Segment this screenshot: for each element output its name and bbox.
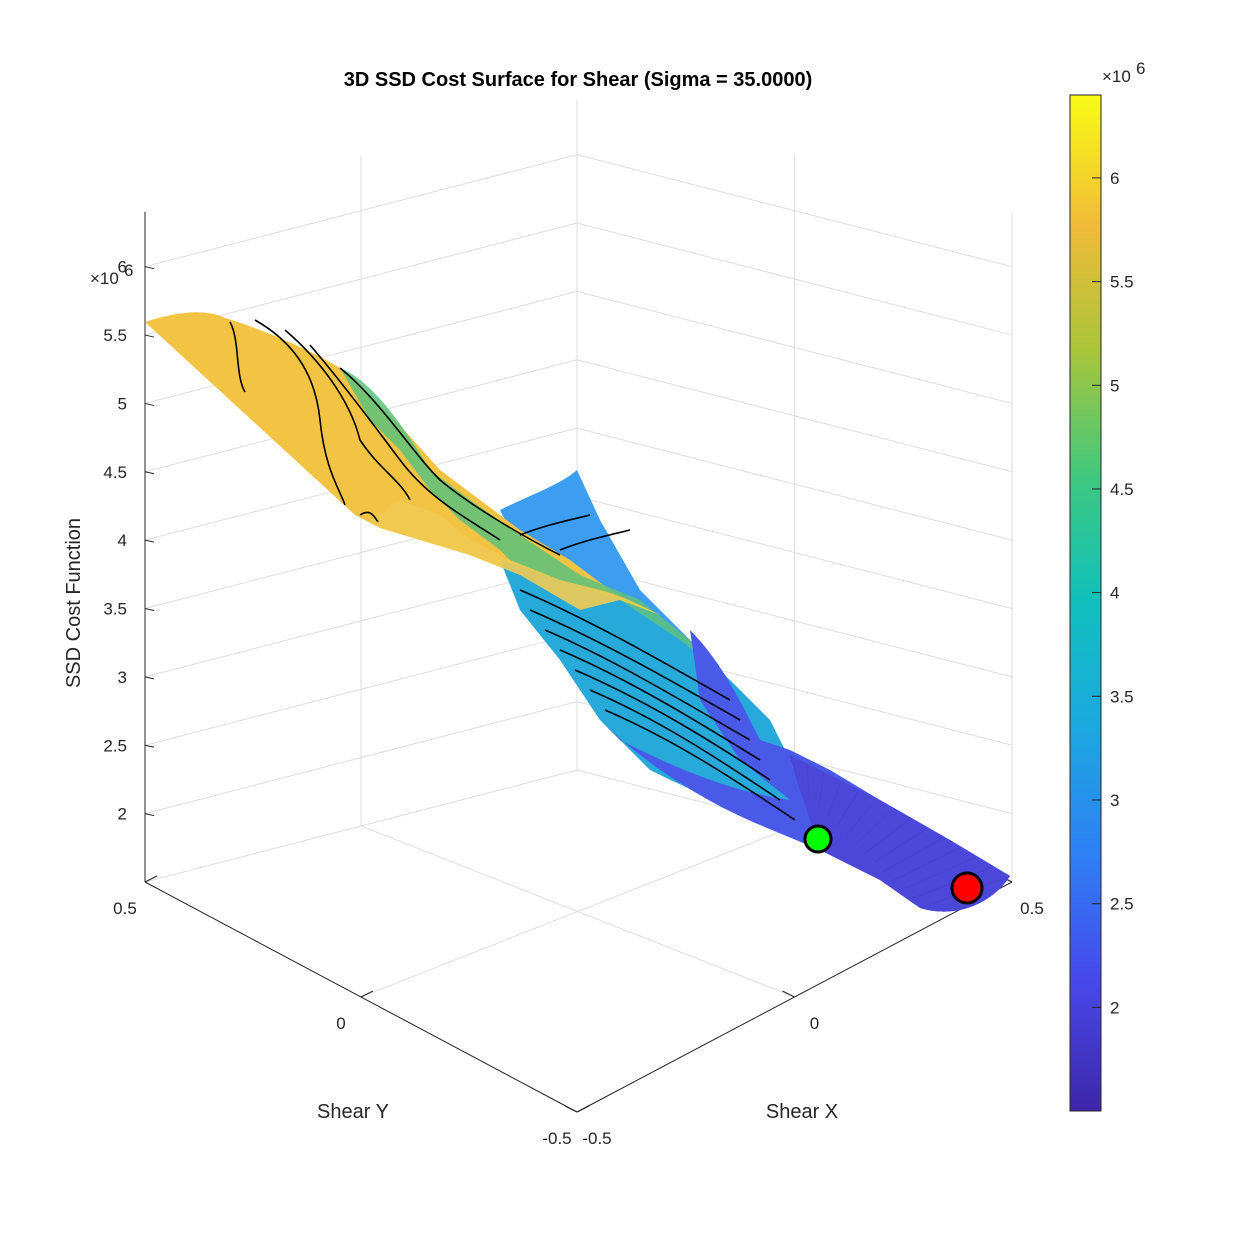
mesh-line xyxy=(845,801,875,836)
z-tick-label: 2.5 xyxy=(103,736,127,755)
mesh-line xyxy=(827,782,842,818)
contour-line xyxy=(559,529,631,551)
contour-line xyxy=(574,669,771,781)
z-axis-ticks: 2 2.5 3 3.5 4 4.5 5 5.5 6 xyxy=(103,258,155,824)
cost-surface xyxy=(145,312,1011,912)
x-tick-label: -0.5 xyxy=(582,1129,611,1148)
z-tick-mark xyxy=(144,608,155,612)
surface-valley-side xyxy=(500,560,810,830)
z-exponent-times: ×10 xyxy=(90,269,119,288)
colorbar-tick-label: 4.5 xyxy=(1110,480,1134,499)
colorbar-bar xyxy=(1069,94,1102,1112)
x-tick-label: 0 xyxy=(810,1014,819,1033)
grid-line xyxy=(144,154,1013,268)
grid-line xyxy=(144,701,1013,815)
contour-line xyxy=(529,609,741,721)
y-tick-mark xyxy=(360,990,374,998)
surface-minimum-band xyxy=(790,755,1010,912)
mesh-line xyxy=(864,819,909,854)
x-axis-label: Shear X xyxy=(766,1101,838,1123)
colorbar-exponent-label: ×10 6 xyxy=(1102,59,1145,86)
z-tick-mark xyxy=(144,266,155,270)
z-tick-mark xyxy=(144,744,155,748)
z-tick-label: 4.5 xyxy=(103,463,127,482)
colorbar-tick-label: 2.5 xyxy=(1110,895,1134,914)
y-tick-label: 0.5 xyxy=(113,899,137,918)
z-tick-label: 5 xyxy=(118,394,127,413)
z-tick-label: 6 xyxy=(118,258,127,277)
z-tick-mark xyxy=(144,813,155,817)
y-axis-label: Shear Y xyxy=(317,1101,389,1123)
mesh-line xyxy=(818,773,825,809)
z-exponent-power: 6 xyxy=(124,261,133,280)
grid-line xyxy=(144,427,1013,541)
mesh-line xyxy=(789,754,801,791)
contour-line xyxy=(284,329,411,501)
contour-line xyxy=(309,344,501,541)
contour-line xyxy=(359,511,379,523)
z-tick-mark xyxy=(144,402,155,406)
colorbar-exponent-times: ×10 xyxy=(1102,67,1131,86)
mesh-line xyxy=(873,829,926,863)
contour-line xyxy=(229,321,246,393)
z-tick-mark xyxy=(144,471,155,475)
colorbar-ticks: 2 2.5 3 3.5 4 4.5 5 5.5 6 xyxy=(1092,169,1134,1017)
contour-line xyxy=(254,319,346,506)
contour-line xyxy=(339,367,561,556)
contour-line xyxy=(519,514,591,536)
colorbar-exponent-power: 6 xyxy=(1136,59,1145,78)
minimum-markers xyxy=(803,824,984,905)
y-tick-label: -0.5 xyxy=(542,1129,571,1148)
z-tick-mark xyxy=(144,334,155,338)
colorbar-tick-label: 3.5 xyxy=(1110,687,1134,706)
grid-line xyxy=(360,825,795,998)
contour-line xyxy=(544,629,751,741)
marker-green xyxy=(803,824,833,854)
colorbar-tick-label: 5 xyxy=(1110,376,1119,395)
contour-line xyxy=(519,589,731,701)
contour-line xyxy=(604,709,796,821)
z-tick-label: 4 xyxy=(118,531,127,550)
y-tick-mark xyxy=(576,1105,590,1113)
colorbar: 2 2.5 3 3.5 4 4.5 5 5.5 6 ×10 6 xyxy=(1069,59,1145,1112)
x-tick-label: 0.5 xyxy=(1020,899,1044,918)
colorbar-tick-label: 4 xyxy=(1110,584,1119,603)
z-exponent-label: ×10 6 xyxy=(90,261,133,288)
contour-line xyxy=(559,649,761,761)
mesh-line xyxy=(882,838,943,872)
mesh-line xyxy=(806,764,810,800)
colorbar-tick-label: 2 xyxy=(1110,998,1119,1017)
mesh-line xyxy=(892,847,960,882)
colorbar-tick-label: 6 xyxy=(1110,169,1119,188)
z-tick-label: 2 xyxy=(118,805,127,824)
grid-line xyxy=(144,222,1013,336)
z-tick-label: 3.5 xyxy=(103,600,127,619)
z-tick-mark xyxy=(144,539,155,543)
x-tick-mark xyxy=(782,990,795,998)
z-tick-mark xyxy=(144,676,155,680)
mesh-line xyxy=(901,857,977,891)
colorbar-tick-label: 5.5 xyxy=(1110,273,1134,292)
y-tick-mark xyxy=(144,875,158,883)
z-tick-label: 5.5 xyxy=(103,326,127,345)
z-axis-label: SSD Cost Function xyxy=(63,518,85,688)
contour-line xyxy=(589,689,781,801)
chart-title: 3D SSD Cost Surface for Shear (Sigma = 3… xyxy=(344,69,813,91)
mesh-line xyxy=(836,792,858,827)
mesh-line xyxy=(855,810,892,845)
surface-front-flap xyxy=(370,500,660,615)
marker-red xyxy=(950,871,984,905)
xy-axis-ticks: -0.5 0 0.5 -0.5 0 0.5 xyxy=(113,875,1044,1148)
z-tick-label: 3 xyxy=(118,668,127,687)
y-tick-label: 0 xyxy=(336,1014,345,1033)
colorbar-tick-label: 3 xyxy=(1110,791,1119,810)
x-tick-mark xyxy=(564,1105,578,1113)
